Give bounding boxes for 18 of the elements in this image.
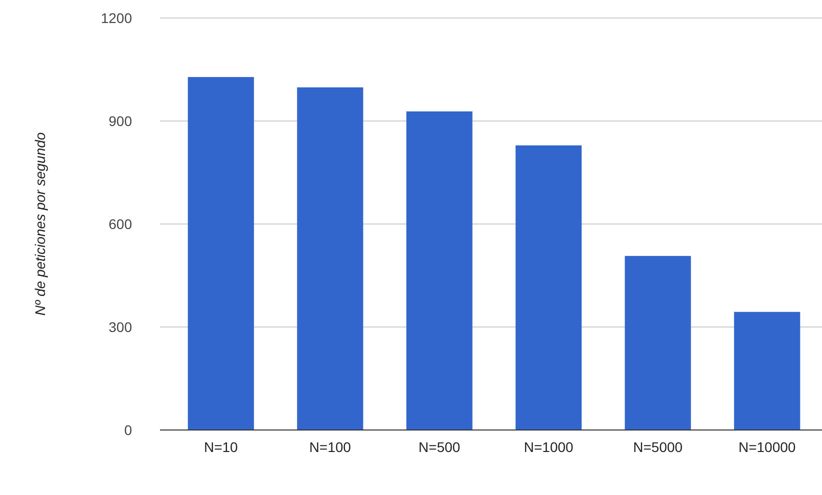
x-tick-label: N=5000: [633, 439, 683, 455]
bar: [406, 111, 472, 430]
x-tick-label: N=100: [309, 439, 352, 455]
bar: [516, 145, 582, 430]
bar: [624, 256, 691, 430]
bar: [297, 87, 364, 430]
y-tick-label: 0: [124, 422, 132, 438]
y-tick-label: 600: [108, 216, 132, 232]
y-tick-label: 900: [108, 112, 132, 129]
y-axis-title: Nº de peticiones por segundo: [32, 132, 48, 316]
x-tick-label: N=1000: [524, 439, 574, 455]
bar: [188, 77, 254, 430]
y-tick-label: 1200: [100, 10, 132, 26]
x-tick-label: N=500: [418, 439, 460, 455]
x-tick-label: N=10: [204, 439, 238, 455]
y-tick-label: 300: [108, 318, 132, 335]
x-tick-label: N=10000: [738, 439, 796, 455]
bar: [734, 312, 800, 430]
